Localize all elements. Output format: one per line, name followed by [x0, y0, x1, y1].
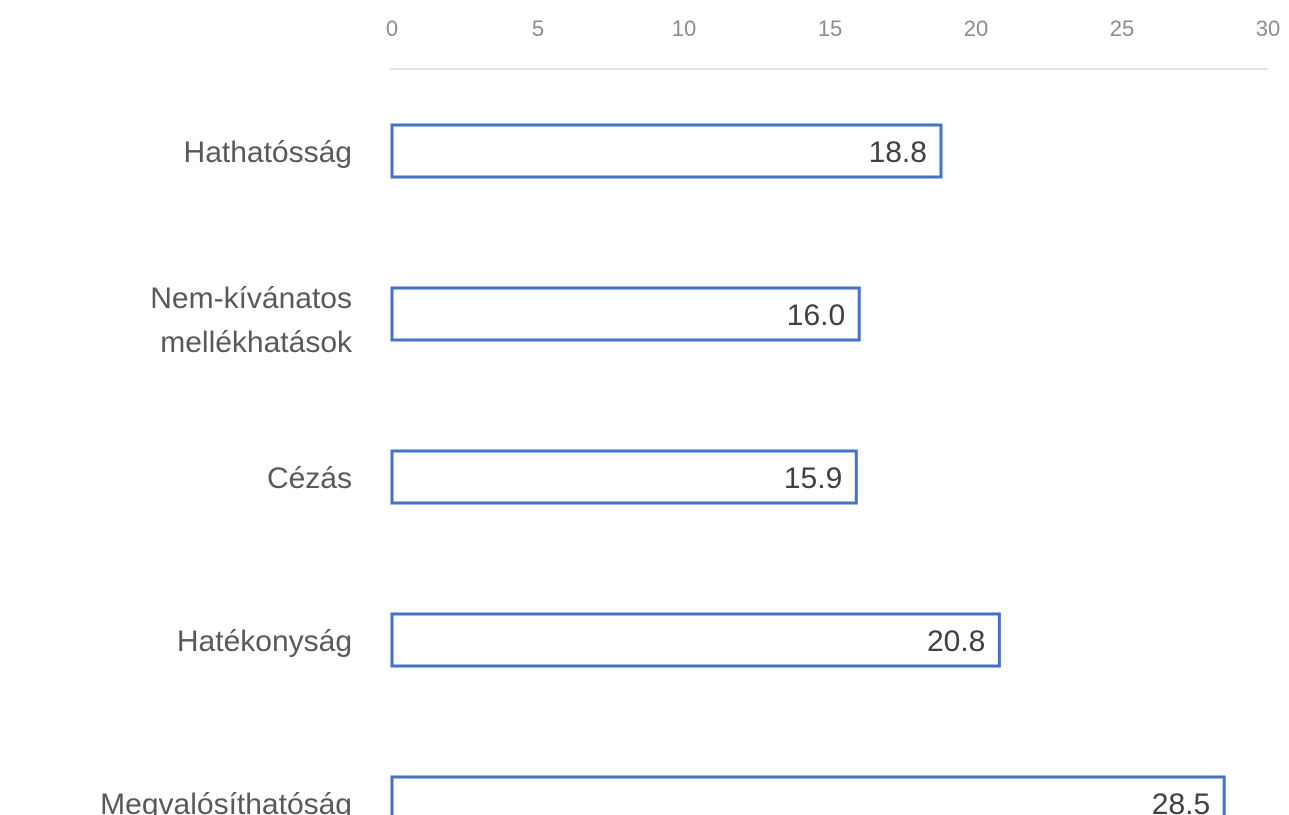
data-label: 20.8: [927, 625, 985, 658]
x-tick-label: 15: [818, 16, 842, 41]
category-label: Megvalósíthatóság: [100, 788, 352, 815]
bar: [390, 612, 1001, 668]
x-axis-ticks: 0 5 10 15 20 25 30: [386, 16, 1280, 41]
data-label: 18.8: [869, 136, 927, 169]
bar: [390, 775, 1226, 815]
x-tick-label: 30: [1256, 16, 1280, 41]
bar: [390, 123, 943, 179]
category-label: Hathatósság: [184, 136, 352, 169]
category-labels: Hathatósság Nem-kívánatos mellékhatások Céz…: [100, 136, 353, 815]
bar: [390, 286, 861, 342]
data-label: 28.5: [1152, 788, 1210, 815]
x-tick-label: 20: [964, 16, 988, 41]
x-tick-label: 5: [532, 16, 544, 41]
bar: [390, 449, 858, 505]
x-tick-label: 25: [1110, 16, 1134, 41]
data-label: 15.9: [784, 462, 842, 495]
data-label: 16.0: [787, 299, 845, 332]
category-label: Nem-kívánatos mellékhatások: [150, 282, 353, 359]
x-tick-label: 0: [386, 16, 398, 41]
category-label: Cézás: [267, 462, 352, 495]
value-labels: 18.8 16.0 15.9 20.8 28.5: [784, 136, 1210, 815]
x-tick-label: 10: [672, 16, 696, 41]
bars-group: [390, 123, 1226, 815]
category-label: Hatékonyság: [177, 625, 352, 658]
